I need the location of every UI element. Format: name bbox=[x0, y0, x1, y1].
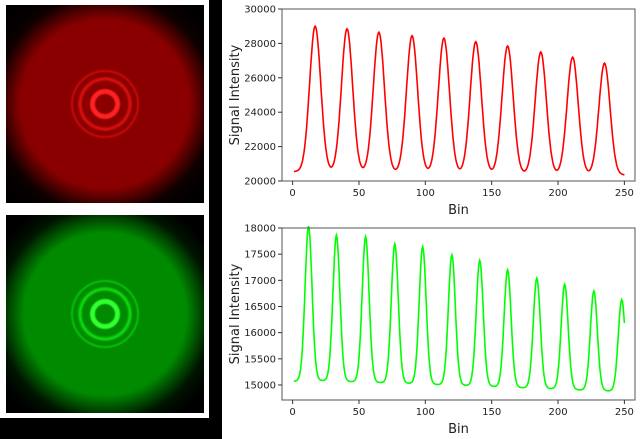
series-line bbox=[293, 226, 626, 392]
y-tick-label: 24000 bbox=[244, 108, 276, 119]
black-divider bbox=[209, 0, 222, 439]
x-tick-label: 200 bbox=[548, 407, 567, 418]
y-tick-label: 28000 bbox=[244, 39, 276, 50]
x-tick-label: 250 bbox=[615, 188, 634, 199]
y-tick-label: 16500 bbox=[244, 302, 276, 313]
y-tick-label: 20000 bbox=[244, 177, 276, 188]
x-axis-label: Bin bbox=[448, 422, 469, 437]
x-tick-label: 100 bbox=[416, 188, 435, 199]
y-tick-label: 22000 bbox=[244, 142, 276, 153]
red-interference-image bbox=[6, 5, 204, 203]
y-axis-label: Signal Intensity bbox=[228, 263, 243, 364]
x-tick-label: 50 bbox=[353, 188, 366, 199]
axes-frame bbox=[281, 8, 636, 182]
y-axis-label: Signal Intensity bbox=[228, 44, 243, 145]
chart-0: 0 50 100 150 200 250 20000 22000 24000 26000 28000… bbox=[228, 5, 636, 218]
y-tick-label: 30000 bbox=[244, 5, 276, 16]
y-tick-label: 16000 bbox=[244, 328, 276, 339]
x-tick-label: 0 bbox=[289, 188, 295, 199]
y-tick-label: 18000 bbox=[244, 224, 276, 235]
y-tick-label: 15000 bbox=[244, 380, 276, 391]
series-line bbox=[293, 24, 625, 176]
x-tick-label: 150 bbox=[482, 188, 501, 199]
x-tick-label: 150 bbox=[482, 407, 501, 418]
green-interference-image bbox=[6, 215, 204, 413]
x-tick-label: 100 bbox=[416, 407, 435, 418]
black-bottom-band bbox=[0, 418, 222, 439]
axes-frame bbox=[281, 227, 636, 401]
x-tick-label: 0 bbox=[289, 407, 295, 418]
y-tick-label: 26000 bbox=[244, 73, 276, 84]
chart-1: 0 50 100 150 200 250 15000 15500 16000 16500 17000… bbox=[228, 224, 636, 437]
y-tick-label: 15500 bbox=[244, 354, 276, 365]
x-axis-label: Bin bbox=[448, 203, 469, 218]
x-tick-label: 250 bbox=[615, 407, 634, 418]
x-tick-label: 200 bbox=[548, 188, 567, 199]
x-tick-label: 50 bbox=[353, 407, 366, 418]
y-tick-label: 17000 bbox=[244, 276, 276, 287]
y-tick-label: 17500 bbox=[244, 250, 276, 261]
